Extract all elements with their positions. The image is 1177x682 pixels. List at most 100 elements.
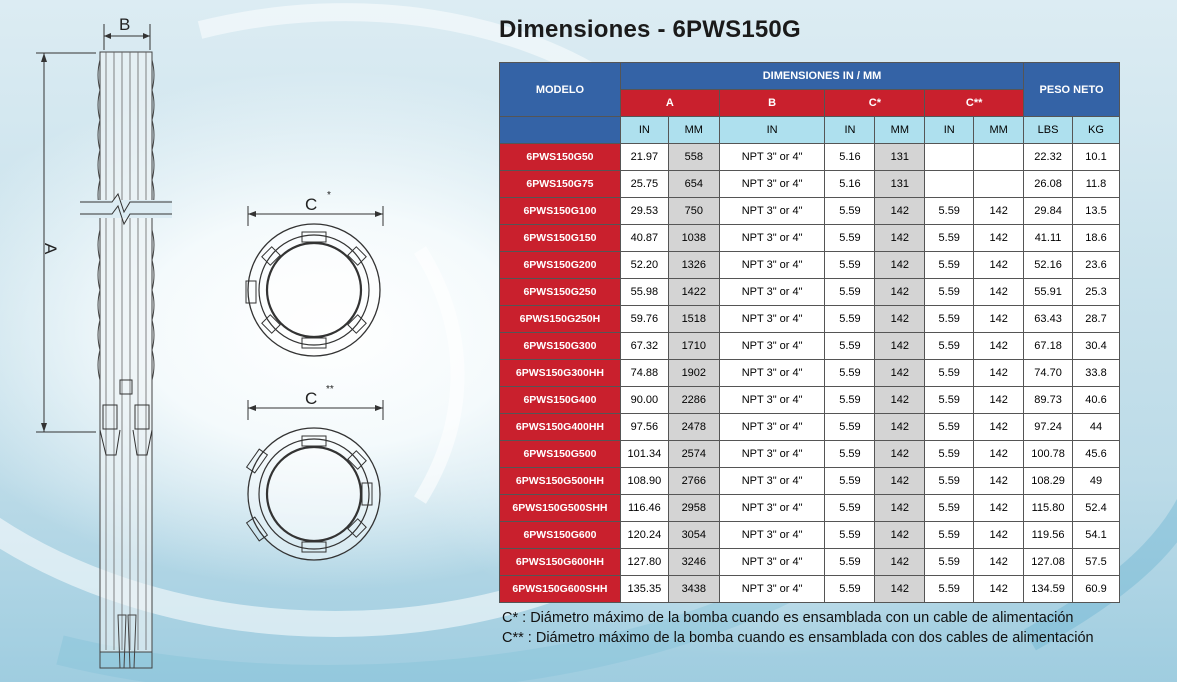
value-cell-c1-in: 5.59 xyxy=(824,278,876,306)
value-cell-kg: 10.1 xyxy=(1072,143,1120,171)
value-cell-c1-mm: 142 xyxy=(874,575,926,603)
value-cell-a-mm: 2958 xyxy=(667,494,720,522)
value-cell-c2-in: 5.59 xyxy=(924,197,975,225)
model-cell: 6PWS150G400HH xyxy=(499,413,621,441)
model-cell: 6PWS150G500HH xyxy=(499,467,621,495)
value-cell-c2-in: 5.59 xyxy=(924,575,975,603)
weight-header: PESO NETO xyxy=(1023,62,1120,117)
value-cell-a-mm: 3054 xyxy=(667,521,720,549)
value-cell-a-in: 25.75 xyxy=(619,170,669,198)
value-cell-lbs: 100.78 xyxy=(1023,440,1074,468)
value-cell-lbs: 97.24 xyxy=(1023,413,1074,441)
value-cell-c2-mm xyxy=(973,170,1025,198)
value-cell-lbs: 134.59 xyxy=(1023,575,1074,603)
value-cell-c2-mm: 142 xyxy=(973,440,1025,468)
value-cell-b-in: NPT 3" or 4" xyxy=(718,494,826,522)
dimension-c2-sup: ** xyxy=(326,384,334,395)
table-row: 6PWS150G300HH 74.88 1902 NPT 3" or 4" 5.59 14… xyxy=(499,359,1120,387)
value-cell-b-in: NPT 3" or 4" xyxy=(718,386,826,414)
value-cell-b-in: NPT 3" or 4" xyxy=(718,413,826,441)
model-cell: 6PWS150G500 xyxy=(499,440,621,468)
value-cell-c1-mm: 142 xyxy=(874,467,926,495)
value-cell-c2-in: 5.59 xyxy=(924,359,975,387)
value-cell-b-in: NPT 3" or 4" xyxy=(718,197,826,225)
value-cell-a-mm: 1422 xyxy=(667,278,720,306)
value-cell-a-mm: 3246 xyxy=(667,548,720,576)
value-cell-c1-mm: 142 xyxy=(874,440,926,468)
value-cell-kg: 40.6 xyxy=(1072,386,1120,414)
value-cell-c1-in: 5.59 xyxy=(824,305,876,333)
value-cell-c1-in: 5.16 xyxy=(824,143,876,171)
value-cell-c2-mm: 142 xyxy=(973,332,1025,360)
value-cell-b-in: NPT 3" or 4" xyxy=(718,278,826,306)
value-cell-c2-mm: 142 xyxy=(973,305,1025,333)
value-cell-b-in: NPT 3" or 4" xyxy=(718,143,826,171)
value-cell-a-in: 108.90 xyxy=(619,467,669,495)
value-cell-b-in: NPT 3" or 4" xyxy=(718,170,826,198)
value-cell-lbs: 89.73 xyxy=(1023,386,1074,414)
value-cell-b-in: NPT 3" or 4" xyxy=(718,224,826,252)
value-cell-c2-mm: 142 xyxy=(973,548,1025,576)
table-row: 6PWS150G400HH 97.56 2478 NPT 3" or 4" 5.59 14… xyxy=(499,413,1120,441)
value-cell-a-in: 59.76 xyxy=(619,305,669,333)
value-cell-b-in: NPT 3" or 4" xyxy=(718,251,826,279)
value-cell-a-mm: 2574 xyxy=(667,440,720,468)
value-cell-c1-mm: 142 xyxy=(874,386,926,414)
dimension-c1-label: C xyxy=(305,195,317,214)
value-cell-a-in: 40.87 xyxy=(619,224,669,252)
value-cell-c2-in: 5.59 xyxy=(924,332,975,360)
value-cell-a-in: 74.88 xyxy=(619,359,669,387)
table-row: 6PWS150G100 29.53 750 NPT 3" or 4" 5.59 142 5.… xyxy=(499,197,1120,225)
value-cell-c2-in: 5.59 xyxy=(924,440,975,468)
value-cell-a-in: 90.00 xyxy=(619,386,669,414)
value-cell-lbs: 67.18 xyxy=(1023,332,1074,360)
value-cell-kg: 57.5 xyxy=(1072,548,1120,576)
value-cell-c1-in: 5.59 xyxy=(824,467,876,495)
value-cell-kg: 30.4 xyxy=(1072,332,1120,360)
value-cell-lbs: 52.16 xyxy=(1023,251,1074,279)
dimension-a-label: A xyxy=(41,243,60,255)
table-row: 6PWS150G300 67.32 1710 NPT 3" or 4" 5.59 142 5… xyxy=(499,332,1120,360)
value-cell-c1-in: 5.59 xyxy=(824,251,876,279)
model-cell: 6PWS150G600 xyxy=(499,521,621,549)
value-cell-a-in: 101.34 xyxy=(619,440,669,468)
value-cell-b-in: NPT 3" or 4" xyxy=(718,521,826,549)
model-cell: 6PWS150G250H xyxy=(499,305,621,333)
table-row: 6PWS150G400 90.00 2286 NPT 3" or 4" 5.59 142 5… xyxy=(499,386,1120,414)
value-cell-a-mm: 1326 xyxy=(667,251,720,279)
dimensions-header: DIMENSIONES IN / MM xyxy=(619,62,1025,90)
value-cell-c1-mm: 142 xyxy=(874,332,926,360)
value-cell-a-mm: 558 xyxy=(667,143,720,171)
dimension-b-label: B xyxy=(119,15,130,34)
value-cell-a-mm: 1710 xyxy=(667,332,720,360)
table-row: 6PWS150G500SHH 116.46 2958 NPT 3" or 4" 5.59… xyxy=(499,494,1120,522)
value-cell-b-in: NPT 3" or 4" xyxy=(718,332,826,360)
value-cell-kg: 52.4 xyxy=(1072,494,1120,522)
unit-header: IN xyxy=(718,116,826,144)
unit-header: IN xyxy=(924,116,975,144)
value-cell-a-mm: 2286 xyxy=(667,386,720,414)
value-cell-a-mm: 2478 xyxy=(667,413,720,441)
value-cell-c2-in: 5.59 xyxy=(924,251,975,279)
value-cell-c1-in: 5.59 xyxy=(824,386,876,414)
value-cell-c1-in: 5.59 xyxy=(824,413,876,441)
value-cell-c2-in: 5.59 xyxy=(924,413,975,441)
value-cell-c2-in: 5.59 xyxy=(924,548,975,576)
value-cell-a-mm: 1038 xyxy=(667,224,720,252)
value-cell-kg: 60.9 xyxy=(1072,575,1120,603)
model-cell: 6PWS150G300 xyxy=(499,332,621,360)
value-cell-c1-mm: 142 xyxy=(874,305,926,333)
value-cell-kg: 23.6 xyxy=(1072,251,1120,279)
table-row: 6PWS150G150 40.87 1038 NPT 3" or 4" 5.59 142 5… xyxy=(499,224,1120,252)
value-cell-lbs: 26.08 xyxy=(1023,170,1074,198)
value-cell-lbs: 63.43 xyxy=(1023,305,1074,333)
model-header-spacer xyxy=(499,116,621,144)
value-cell-a-in: 116.46 xyxy=(619,494,669,522)
value-cell-a-mm: 3438 xyxy=(667,575,720,603)
value-cell-c2-in: 5.59 xyxy=(924,521,975,549)
value-cell-a-in: 29.53 xyxy=(619,197,669,225)
table-row: 6PWS150G600 120.24 3054 NPT 3" or 4" 5.59 142… xyxy=(499,521,1120,549)
value-cell-kg: 44 xyxy=(1072,413,1120,441)
group-a-header: A xyxy=(619,89,720,117)
value-cell-c1-in: 5.59 xyxy=(824,548,876,576)
